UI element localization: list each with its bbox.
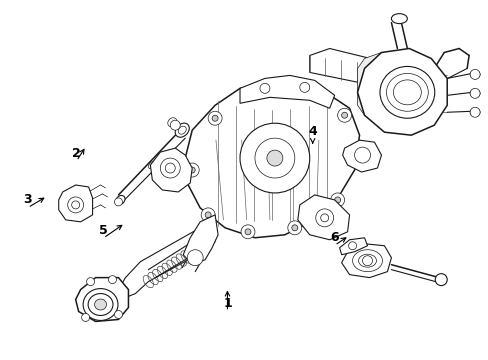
Circle shape bbox=[350, 151, 364, 165]
Ellipse shape bbox=[386, 73, 427, 111]
Ellipse shape bbox=[352, 250, 382, 272]
Ellipse shape bbox=[116, 195, 125, 204]
Polygon shape bbox=[341, 244, 390, 278]
Polygon shape bbox=[297, 195, 349, 240]
Circle shape bbox=[341, 112, 347, 118]
Circle shape bbox=[315, 209, 333, 227]
Circle shape bbox=[469, 88, 479, 98]
Ellipse shape bbox=[175, 123, 189, 137]
Polygon shape bbox=[309, 49, 433, 98]
Circle shape bbox=[297, 81, 311, 95]
Circle shape bbox=[86, 278, 94, 285]
Circle shape bbox=[189, 167, 195, 173]
Text: 2: 2 bbox=[72, 147, 81, 159]
Text: 1: 1 bbox=[223, 297, 231, 310]
Circle shape bbox=[434, 274, 447, 285]
Text: 5: 5 bbox=[99, 224, 107, 237]
Ellipse shape bbox=[358, 254, 376, 267]
Circle shape bbox=[187, 250, 203, 266]
Circle shape bbox=[337, 108, 351, 122]
Circle shape bbox=[244, 229, 250, 235]
Polygon shape bbox=[357, 53, 381, 115]
Polygon shape bbox=[185, 82, 359, 238]
Circle shape bbox=[114, 198, 122, 206]
Ellipse shape bbox=[390, 14, 407, 24]
Circle shape bbox=[241, 225, 254, 239]
Circle shape bbox=[301, 85, 307, 91]
Ellipse shape bbox=[393, 80, 421, 105]
Circle shape bbox=[330, 193, 344, 207]
Ellipse shape bbox=[414, 71, 443, 94]
Polygon shape bbox=[183, 215, 218, 265]
Circle shape bbox=[185, 163, 199, 177]
Circle shape bbox=[114, 310, 122, 319]
Circle shape bbox=[212, 115, 218, 121]
Circle shape bbox=[247, 84, 262, 97]
Circle shape bbox=[362, 256, 372, 266]
Circle shape bbox=[240, 123, 309, 193]
Polygon shape bbox=[342, 140, 381, 172]
Circle shape bbox=[81, 314, 89, 321]
Circle shape bbox=[354, 155, 360, 161]
Circle shape bbox=[67, 197, 83, 213]
Text: 6: 6 bbox=[329, 231, 338, 244]
Ellipse shape bbox=[379, 67, 434, 118]
Polygon shape bbox=[339, 238, 367, 255]
Circle shape bbox=[287, 221, 301, 235]
Polygon shape bbox=[76, 278, 128, 321]
Circle shape bbox=[334, 197, 340, 203]
Circle shape bbox=[201, 208, 215, 222]
Polygon shape bbox=[150, 148, 192, 192]
Circle shape bbox=[266, 150, 282, 166]
Polygon shape bbox=[59, 185, 92, 222]
Circle shape bbox=[170, 120, 180, 130]
Ellipse shape bbox=[83, 289, 118, 320]
Circle shape bbox=[348, 242, 356, 250]
Circle shape bbox=[205, 212, 211, 218]
Circle shape bbox=[254, 138, 294, 178]
Polygon shape bbox=[240, 75, 334, 108]
Circle shape bbox=[469, 69, 479, 80]
Circle shape bbox=[208, 111, 222, 125]
Circle shape bbox=[291, 225, 297, 231]
Circle shape bbox=[108, 276, 116, 284]
Circle shape bbox=[251, 87, 258, 93]
Circle shape bbox=[260, 84, 269, 93]
Circle shape bbox=[160, 158, 180, 178]
Ellipse shape bbox=[94, 299, 106, 310]
Text: 3: 3 bbox=[23, 193, 32, 206]
Text: 4: 4 bbox=[308, 125, 316, 138]
Circle shape bbox=[354, 147, 370, 163]
Polygon shape bbox=[357, 49, 447, 135]
Ellipse shape bbox=[88, 293, 113, 315]
Circle shape bbox=[469, 107, 479, 117]
Circle shape bbox=[299, 82, 309, 92]
Polygon shape bbox=[118, 228, 210, 298]
